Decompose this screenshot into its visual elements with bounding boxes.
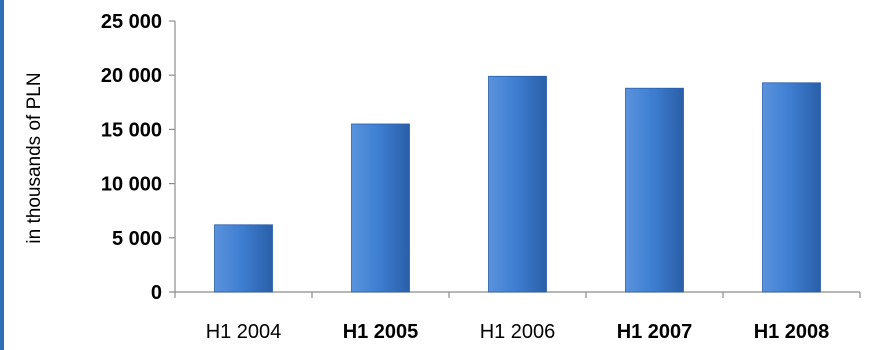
x-category-label: H1 2005 [343,321,419,343]
x-category-label: H1 2004 [206,321,282,343]
y-tick-label: 15 000 [101,119,162,141]
bar-h1-2007 [625,87,684,293]
bar-h1-2004 [214,224,273,293]
y-tick-label: 25 000 [101,11,162,33]
y-tick-label: 10 000 [101,174,162,196]
bar-h1-2008 [762,82,821,293]
bar-h1-2005 [351,123,410,293]
x-category-label: H1 2007 [617,321,693,343]
bar-h1-2006 [488,75,547,293]
y-tick-label: 0 [151,282,162,304]
y-axis-title: in thousands of PLN [24,72,45,243]
y-axis: 0 5 000 10 000 15 000 20 000 25 000 [101,11,176,304]
x-category-label: H1 2008 [754,321,830,343]
x-axis: H1 2004 H1 2005 H1 2006 H1 2007 H1 2008 [174,291,861,343]
bars [214,75,821,293]
x-category-label: H1 2006 [480,321,556,343]
y-tick-label: 5 000 [112,228,162,250]
y-tick-label: 20 000 [101,65,162,87]
left-frame-border [0,0,4,350]
